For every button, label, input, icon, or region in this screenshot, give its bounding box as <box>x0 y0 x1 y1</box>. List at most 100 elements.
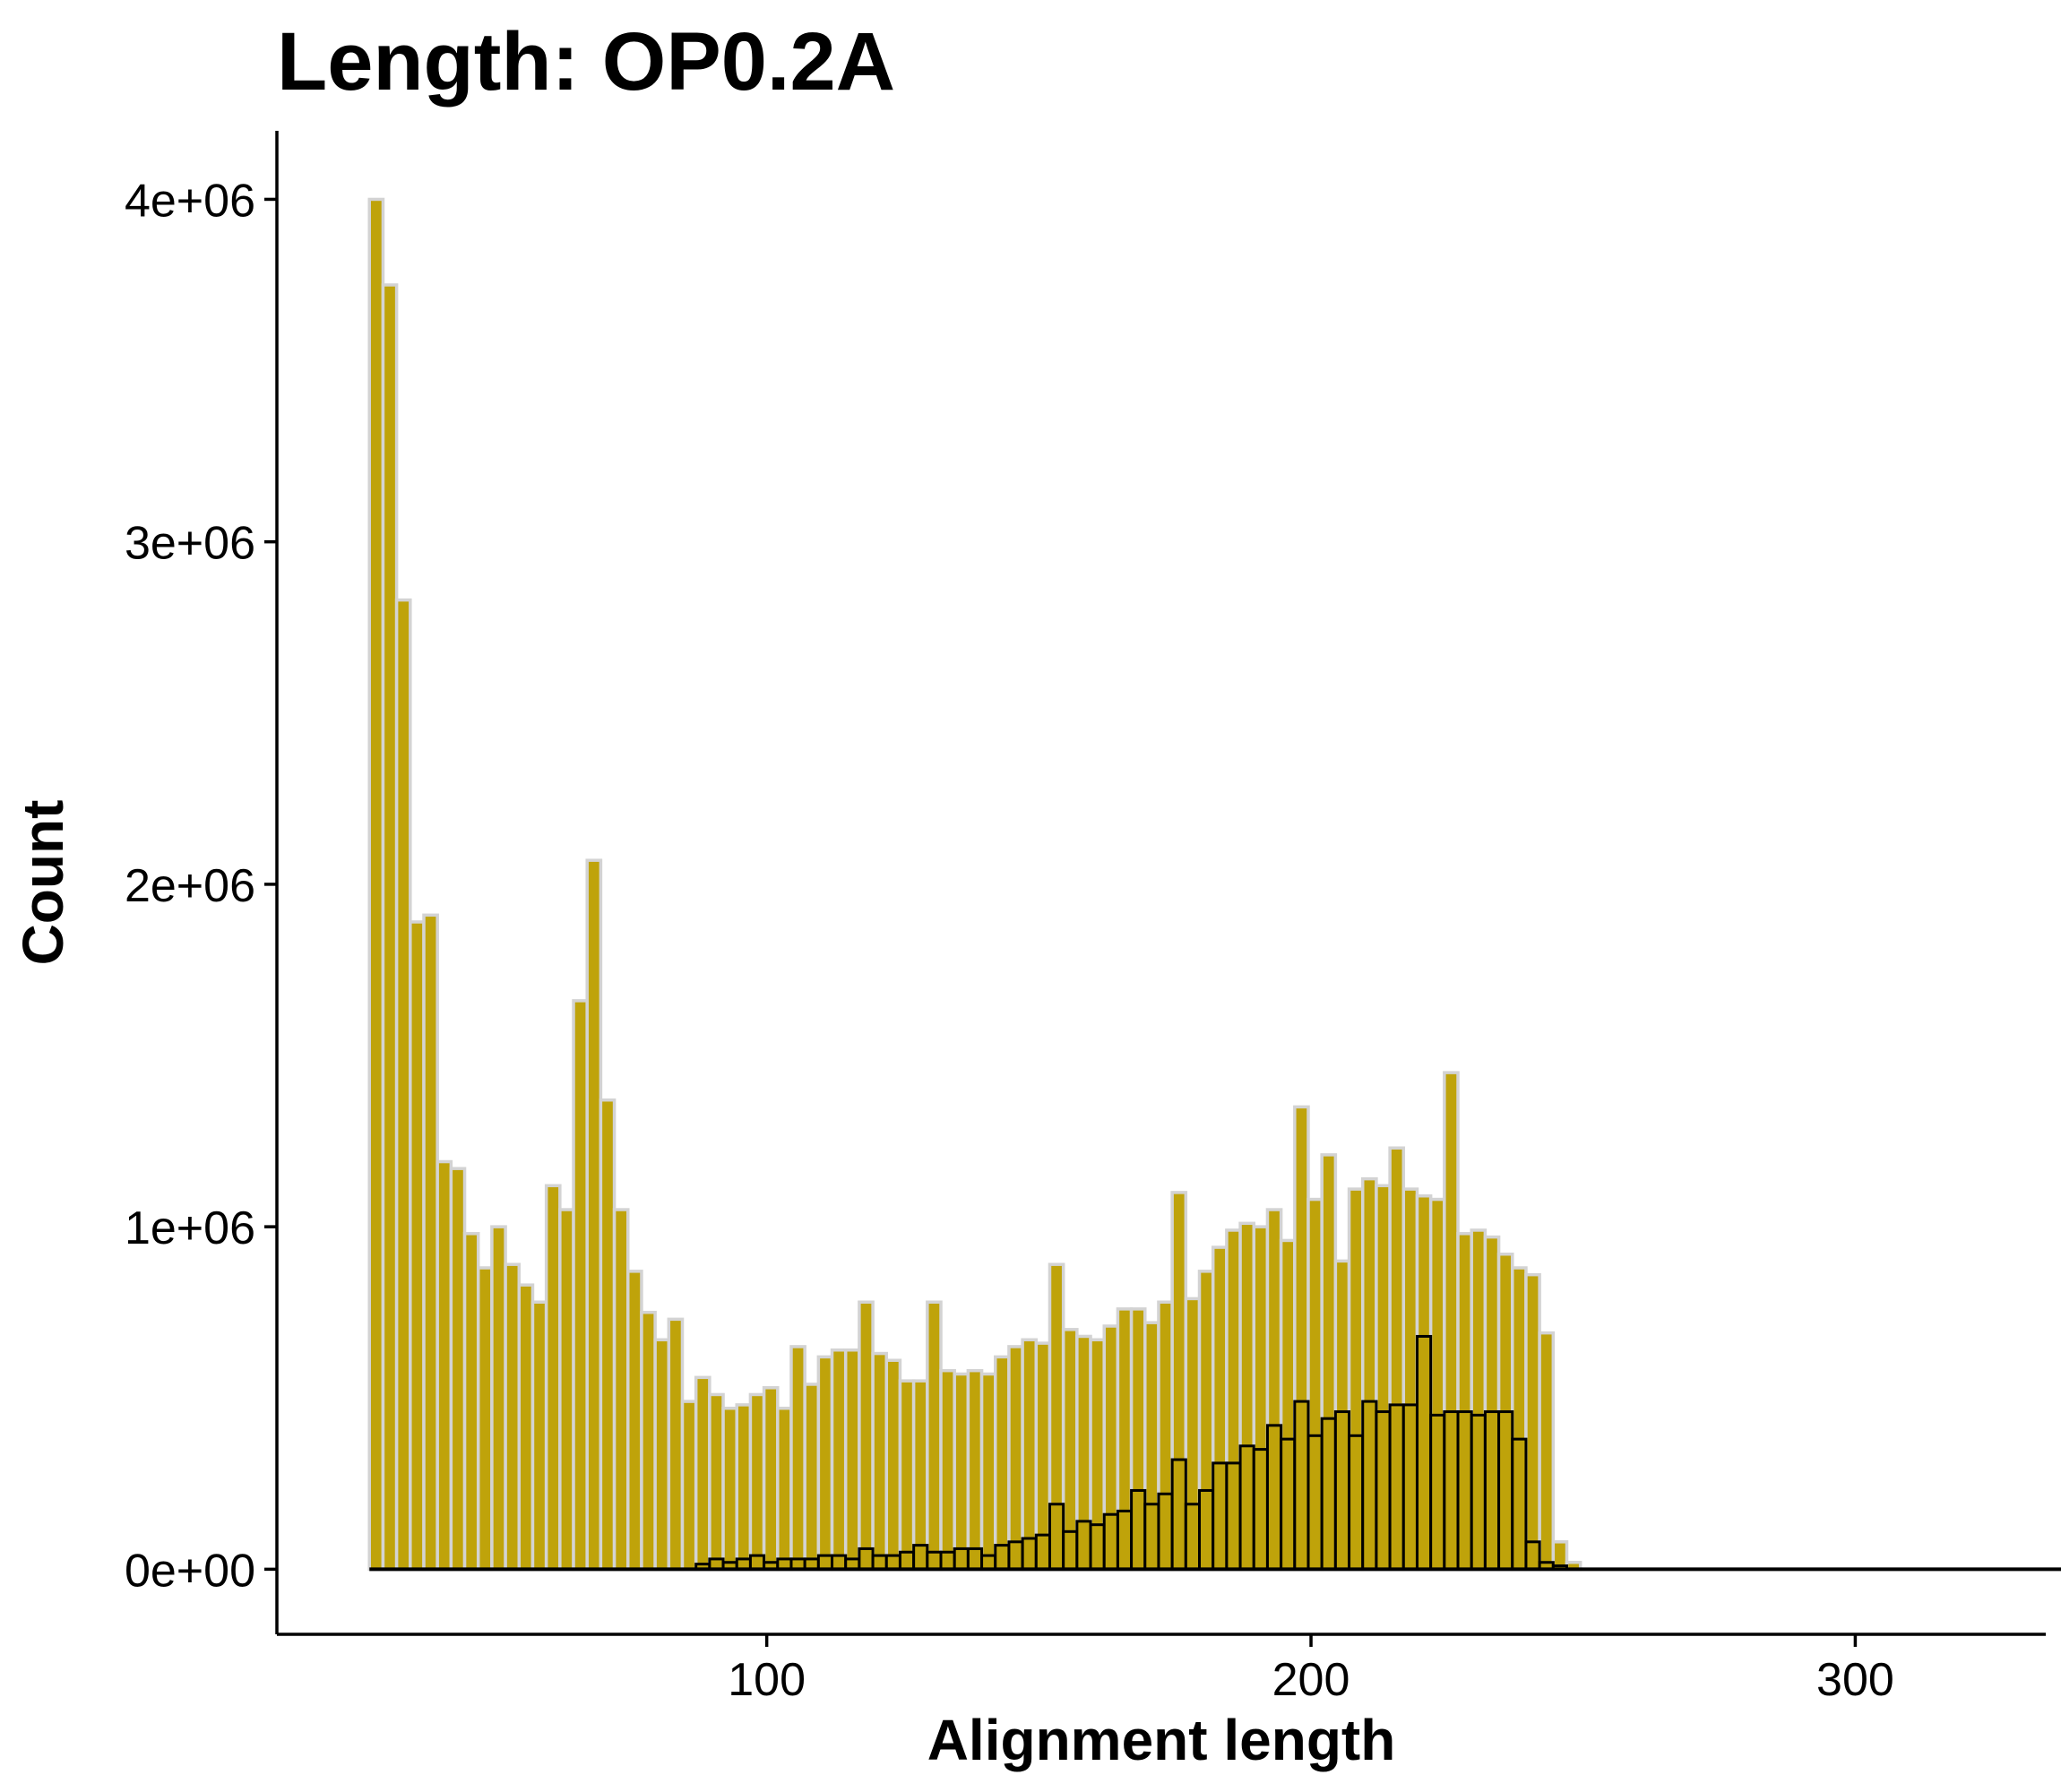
bar-black <box>1415 1334 1433 1571</box>
bar-black <box>1348 1434 1365 1571</box>
bar-black <box>994 1544 1011 1571</box>
bar-black <box>1470 1413 1487 1571</box>
bar-gold <box>504 1262 522 1572</box>
bar-black <box>1429 1413 1446 1571</box>
bar-black <box>816 1554 834 1571</box>
bar-black <box>858 1546 875 1571</box>
x-tick-label: 300 <box>1816 1654 1894 1706</box>
bar-black <box>1388 1403 1405 1571</box>
x-axis-ticks: 100 200 300 <box>728 1634 1894 1706</box>
bar-black <box>1062 1529 1079 1571</box>
bar-black <box>1306 1434 1324 1571</box>
bar-gold <box>748 1392 766 1572</box>
bar-gold <box>776 1406 793 1572</box>
bar-gold <box>843 1348 861 1572</box>
bar-gold <box>789 1345 806 1572</box>
bar-black <box>1401 1403 1419 1571</box>
y-tick-label: 1e+06 <box>125 1202 255 1254</box>
bar-black <box>1130 1488 1147 1571</box>
bar-black <box>1212 1461 1229 1571</box>
y-axis-ticks: 0e+00 1e+06 2e+06 3e+06 4e+06 <box>125 175 277 1597</box>
bar-gold <box>517 1283 535 1572</box>
bar-black <box>1280 1437 1297 1571</box>
x-axis-title: Alignment length <box>927 1708 1396 1772</box>
bar-black <box>1375 1410 1392 1571</box>
bars-gold-series <box>367 197 1582 1572</box>
bar-gold <box>1021 1338 1039 1572</box>
bar-black <box>1021 1537 1038 1571</box>
bar-black <box>966 1546 984 1571</box>
bar-gold <box>381 283 399 1572</box>
bar-gold <box>708 1392 725 1572</box>
bar-gold <box>911 1379 929 1572</box>
bar-black <box>939 1550 956 1571</box>
bar-black <box>912 1544 929 1571</box>
bar-black <box>1456 1410 1473 1571</box>
bar-gold <box>898 1379 916 1572</box>
bar-gold <box>572 999 589 1572</box>
bar-gold <box>803 1383 821 1572</box>
bar-gold <box>953 1372 970 1572</box>
bar-gold <box>653 1338 671 1572</box>
bar-black <box>1320 1417 1337 1571</box>
bar-black <box>748 1554 766 1571</box>
bar-gold <box>721 1406 738 1572</box>
x-tick-label: 100 <box>728 1654 806 1706</box>
bar-gold <box>612 1208 630 1572</box>
bar-black <box>1265 1424 1283 1571</box>
bar-gold <box>367 197 385 1572</box>
chart-title: Length: OP0.2A <box>277 16 895 108</box>
y-axis-title: Count <box>11 800 75 966</box>
bar-gold <box>762 1386 780 1572</box>
bar-black <box>1048 1503 1065 1571</box>
bar-gold <box>884 1358 902 1572</box>
bar-gold <box>830 1348 848 1572</box>
bar-gold <box>544 1184 562 1572</box>
bar-gold <box>979 1372 997 1572</box>
bar-gold <box>530 1300 548 1572</box>
bar-gold <box>449 1167 467 1572</box>
bar-gold <box>585 858 603 1572</box>
y-tick-label: 4e+06 <box>125 175 255 227</box>
bar-gold <box>993 1355 1011 1572</box>
bar-gold <box>640 1310 657 1572</box>
bar-black <box>1225 1461 1242 1571</box>
bar-gold <box>858 1300 875 1572</box>
bar-gold <box>626 1270 643 1572</box>
bar-black <box>1089 1523 1106 1571</box>
bar-gold <box>558 1208 575 1572</box>
bar-gold <box>490 1225 507 1572</box>
bar-black <box>1361 1400 1378 1571</box>
bar-gold <box>871 1351 889 1572</box>
bar-black <box>1497 1410 1514 1571</box>
bar-black <box>1116 1509 1134 1571</box>
bar-black <box>884 1554 901 1571</box>
bar-gold <box>816 1355 834 1572</box>
bar-black <box>953 1546 970 1571</box>
bar-gold <box>1007 1345 1024 1572</box>
bar-black <box>1102 1512 1119 1571</box>
bar-gold <box>422 913 439 1572</box>
bar-black <box>980 1554 997 1571</box>
bar-black <box>831 1554 848 1571</box>
bar-gold <box>1538 1331 1556 1572</box>
bar-black <box>1483 1410 1501 1571</box>
bar-gold <box>735 1403 753 1572</box>
bar-gold <box>409 920 426 1572</box>
bar-gold <box>435 1159 453 1572</box>
bar-gold <box>939 1368 956 1572</box>
bar-gold <box>667 1317 685 1572</box>
bar-black <box>1034 1533 1051 1571</box>
bar-black <box>1007 1540 1024 1571</box>
bar-black <box>898 1550 916 1571</box>
bar-black <box>1333 1410 1351 1571</box>
y-tick-label: 3e+06 <box>125 518 255 570</box>
bar-black <box>1511 1437 1528 1571</box>
bars-black-series <box>694 1334 1569 1571</box>
bar-gold <box>694 1375 711 1572</box>
bar-black <box>1157 1492 1174 1571</box>
bar-gold <box>1524 1272 1541 1572</box>
bar-black <box>1238 1444 1255 1571</box>
bar-gold <box>462 1232 480 1572</box>
